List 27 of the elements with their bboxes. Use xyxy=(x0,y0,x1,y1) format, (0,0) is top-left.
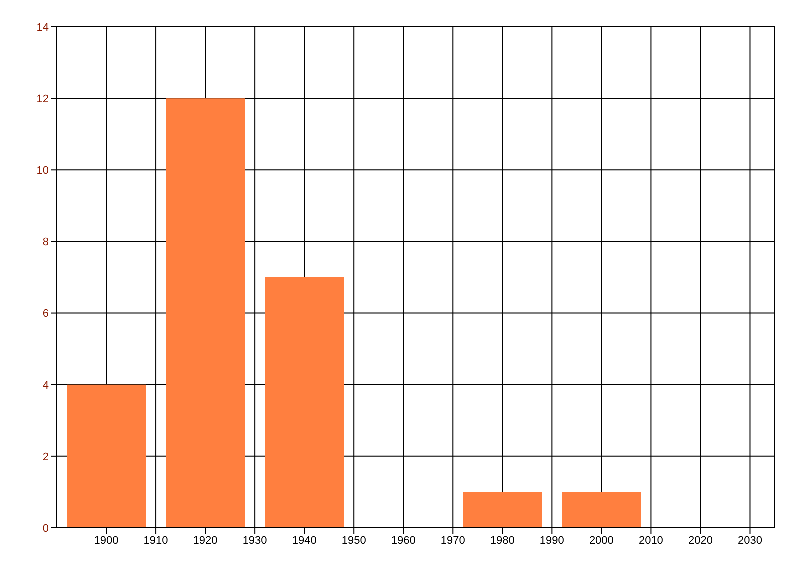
x-tick-label: 1970 xyxy=(440,534,466,547)
bar xyxy=(562,492,642,528)
y-tick-label: 6 xyxy=(42,308,49,320)
x-tick-label: 1960 xyxy=(391,534,416,547)
y-tick-label: 8 xyxy=(42,236,49,249)
x-tick-label: 1980 xyxy=(490,534,515,547)
x-tick-label: 2030 xyxy=(738,534,762,547)
x-tick-label: 2020 xyxy=(688,534,713,547)
y-tick-label: 10 xyxy=(36,165,49,178)
x-tick-label: 1920 xyxy=(193,534,218,547)
x-tick-label: 1900 xyxy=(94,534,119,547)
y-tick-label: 4 xyxy=(42,380,49,392)
bar xyxy=(67,384,146,528)
x-tick-label: 1990 xyxy=(540,534,564,547)
x-tick-label: 1940 xyxy=(292,534,317,547)
y-tick-label: 2 xyxy=(42,451,49,464)
bar xyxy=(265,278,344,528)
x-tick-label: 2000 xyxy=(589,534,614,547)
x-tick-label: 2010 xyxy=(638,534,664,547)
y-tick-label: 0 xyxy=(42,522,49,535)
x-tick-label: 1930 xyxy=(242,534,268,547)
bar xyxy=(166,98,246,528)
y-tick-label: 14 xyxy=(36,22,49,34)
bar xyxy=(463,492,542,528)
x-tick-label: 1950 xyxy=(342,534,366,547)
y-tick-label: 12 xyxy=(36,93,49,106)
x-tick-label: 1910 xyxy=(144,534,168,547)
